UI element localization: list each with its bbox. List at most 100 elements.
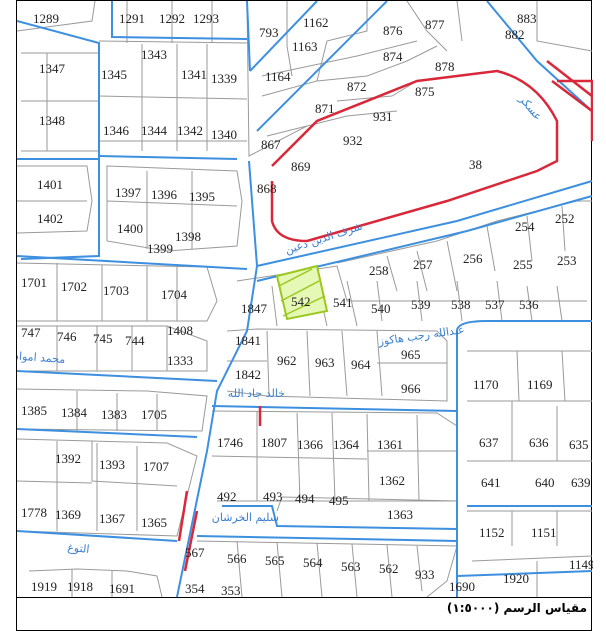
lot-label-1919[interactable]: 1919 xyxy=(31,579,57,594)
lot-label-1707[interactable]: 1707 xyxy=(143,459,170,474)
lot-label-1293[interactable]: 1293 xyxy=(193,11,219,26)
lot-label-253[interactable]: 253 xyxy=(557,253,577,268)
lot-label-254[interactable]: 254 xyxy=(515,219,535,234)
lot-label-1169[interactable]: 1169 xyxy=(527,377,553,392)
lot-label-1385[interactable]: 1385 xyxy=(21,403,47,418)
lot-label-542[interactable]: 542 xyxy=(291,294,311,309)
lot-label-635[interactable]: 635 xyxy=(569,437,589,452)
lot-label-1149[interactable]: 1149 xyxy=(569,557,593,572)
lot-label-563[interactable]: 563 xyxy=(341,559,361,574)
lot-label-1705[interactable]: 1705 xyxy=(141,407,167,422)
lot-label-745[interactable]: 745 xyxy=(93,331,113,346)
lot-label-1365[interactable]: 1365 xyxy=(141,515,167,530)
lot-label-1333[interactable]: 1333 xyxy=(167,353,193,368)
lot-label-255[interactable]: 255 xyxy=(513,257,533,272)
lot-label-964[interactable]: 964 xyxy=(351,357,371,372)
lot-label-1402[interactable]: 1402 xyxy=(37,211,63,226)
lot-label-1702[interactable]: 1702 xyxy=(61,279,87,294)
lot-label-877[interactable]: 877 xyxy=(425,17,445,32)
lot-label-1151[interactable]: 1151 xyxy=(531,525,557,540)
lot-label-1701[interactable]: 1701 xyxy=(21,275,47,290)
lot-label-640[interactable]: 640 xyxy=(535,475,555,490)
lot-label-540[interactable]: 540 xyxy=(371,301,391,316)
lot-label-1847[interactable]: 1847 xyxy=(241,301,268,316)
lot-label-639[interactable]: 639 xyxy=(571,475,591,490)
lot-label-566[interactable]: 566 xyxy=(227,551,247,566)
lot-label-353[interactable]: 353 xyxy=(221,583,241,597)
lot-label-1339[interactable]: 1339 xyxy=(211,71,237,86)
lot-label-562[interactable]: 562 xyxy=(379,561,399,576)
cadastral-map[interactable]: 1289 1291 1292 1293 793 1162 876 877 883 1163 882 1… xyxy=(17,1,593,597)
lot-label-1398[interactable]: 1398 xyxy=(175,229,201,244)
lot-label-966[interactable]: 966 xyxy=(401,381,421,396)
lot-label-536[interactable]: 536 xyxy=(519,297,539,312)
lot-label-1400[interactable]: 1400 xyxy=(117,221,143,236)
lot-label-1369[interactable]: 1369 xyxy=(55,507,81,522)
lot-label-567[interactable]: 567 xyxy=(185,545,205,560)
lot-label-932[interactable]: 932 xyxy=(343,133,363,148)
lot-label-1291[interactable]: 1291 xyxy=(119,11,145,26)
lot-label-872[interactable]: 872 xyxy=(347,79,367,94)
lot-label-1341[interactable]: 1341 xyxy=(181,67,207,82)
lot-label-252[interactable]: 252 xyxy=(555,211,575,226)
lot-label-1395[interactable]: 1395 xyxy=(189,189,215,204)
lot-label-1918[interactable]: 1918 xyxy=(67,579,93,594)
lot-label-874[interactable]: 874 xyxy=(383,49,403,64)
lot-label-1366[interactable]: 1366 xyxy=(297,437,324,452)
lot-label-1152[interactable]: 1152 xyxy=(479,525,505,540)
lot-label-875[interactable]: 875 xyxy=(415,84,435,99)
lot-label-1162[interactable]: 1162 xyxy=(303,15,329,30)
lot-label-1746[interactable]: 1746 xyxy=(217,435,244,450)
lot-label-876[interactable]: 876 xyxy=(383,23,403,38)
lot-label-1163[interactable]: 1163 xyxy=(292,39,318,54)
lot-label-494[interactable]: 494 xyxy=(295,491,315,506)
lot-label-867[interactable]: 867 xyxy=(261,137,281,152)
lot-label-1399[interactable]: 1399 xyxy=(147,241,173,256)
lot-label-1346[interactable]: 1346 xyxy=(103,123,130,138)
lot-label-258[interactable]: 258 xyxy=(369,263,389,278)
lot-label-637[interactable]: 637 xyxy=(479,435,499,450)
lot-label-1397[interactable]: 1397 xyxy=(115,185,142,200)
lot-label-746[interactable]: 746 xyxy=(57,329,77,344)
lot-label-493[interactable]: 493 xyxy=(263,489,283,504)
lot-label-1408[interactable]: 1408 xyxy=(167,323,193,338)
lot-label-1383[interactable]: 1383 xyxy=(101,407,127,422)
lot-label-1347[interactable]: 1347 xyxy=(39,61,66,76)
lot-label-636[interactable]: 636 xyxy=(529,435,549,450)
lot-label-1807[interactable]: 1807 xyxy=(261,435,288,450)
lot-label-564[interactable]: 564 xyxy=(303,555,323,570)
lot-label-1342[interactable]: 1342 xyxy=(177,123,203,138)
lot-label-868[interactable]: 868 xyxy=(257,181,277,196)
lot-label-962[interactable]: 962 xyxy=(277,353,297,368)
lot-label-883[interactable]: 883 xyxy=(517,11,537,26)
lot-label-495[interactable]: 495 xyxy=(329,493,349,508)
lot-label-1703[interactable]: 1703 xyxy=(103,283,129,298)
lot-label-1690[interactable]: 1690 xyxy=(449,579,475,594)
lot-label-1842[interactable]: 1842 xyxy=(235,367,261,382)
lot-label-965[interactable]: 965 xyxy=(401,347,421,362)
lot-label-1367[interactable]: 1367 xyxy=(99,511,126,526)
lot-label-1164[interactable]: 1164 xyxy=(265,69,291,84)
lot-label-538[interactable]: 538 xyxy=(451,297,471,312)
lot-label-354[interactable]: 354 xyxy=(185,581,205,596)
lot-label-931[interactable]: 931 xyxy=(373,109,393,124)
lot-label-1920[interactable]: 1920 xyxy=(503,571,529,586)
lot-label-641[interactable]: 641 xyxy=(481,475,501,490)
lot-label-492[interactable]: 492 xyxy=(217,489,237,504)
lot-label-1345[interactable]: 1345 xyxy=(101,67,127,82)
lot-label-1362[interactable]: 1362 xyxy=(379,473,405,488)
lot-label-882[interactable]: 882 xyxy=(505,27,525,42)
lot-label-1363[interactable]: 1363 xyxy=(387,507,413,522)
lot-label-1292[interactable]: 1292 xyxy=(159,11,185,26)
lot-label-1401[interactable]: 1401 xyxy=(37,177,63,192)
lot-label-1396[interactable]: 1396 xyxy=(151,187,178,202)
lot-label-1384[interactable]: 1384 xyxy=(61,405,88,420)
lot-label-1344[interactable]: 1344 xyxy=(141,123,168,138)
lot-label-933[interactable]: 933 xyxy=(415,567,435,582)
lot-label-256[interactable]: 256 xyxy=(463,251,483,266)
lot-label-963[interactable]: 963 xyxy=(315,355,335,370)
lot-label-1361[interactable]: 1361 xyxy=(377,437,403,452)
lot-label-1691[interactable]: 1691 xyxy=(109,581,135,596)
lot-label-1704[interactable]: 1704 xyxy=(161,287,188,302)
lot-label-38[interactable]: 38 xyxy=(469,157,482,172)
